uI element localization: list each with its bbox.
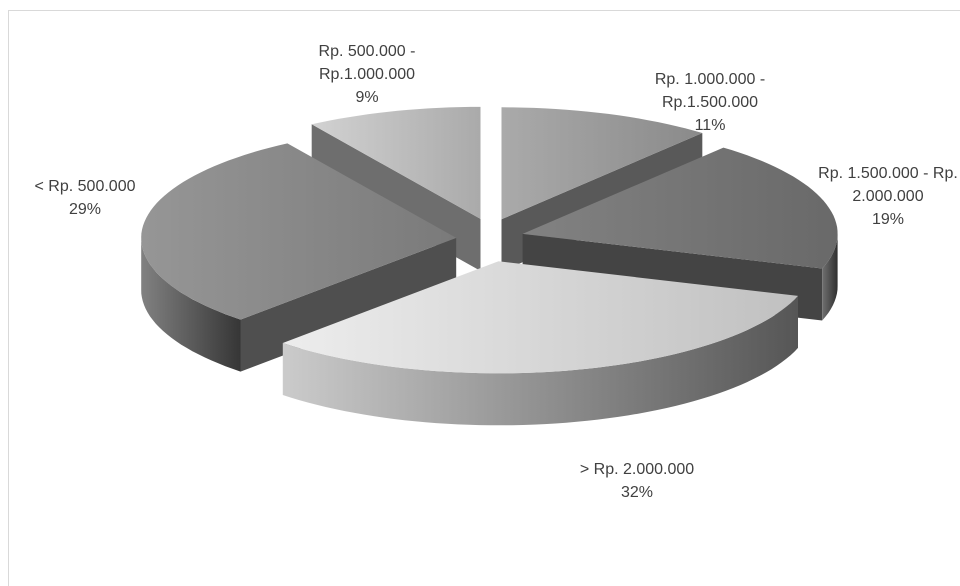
category-label: Rp. 500.000 - Rp.1.000.000 (318, 43, 416, 83)
data-label: Rp. 1.000.000 - Rp.1.500.000 11% (640, 68, 780, 137)
pie-slice (282, 261, 798, 374)
pie-slice (522, 147, 838, 269)
chart-frame (8, 10, 960, 586)
data-label: > Rp. 2.000.000 32% (537, 458, 737, 504)
category-label: > Rp. 2.000.000 (579, 461, 695, 478)
percent-label: 19% (871, 211, 905, 228)
slice-side (240, 237, 457, 372)
category-label: < Rp. 500.000 (34, 178, 136, 195)
data-label: < Rp. 500.000 29% (10, 175, 160, 221)
data-label: Rp. 1.500.000 - Rp. 2.000.000 19% (818, 162, 958, 231)
data-label: Rp. 500.000 - Rp.1.000.000 9% (300, 40, 435, 109)
slice-wall (822, 233, 838, 321)
percent-label: 11% (694, 117, 726, 134)
slice-wall (282, 295, 798, 426)
pie-slice (311, 106, 481, 219)
percent-label: 29% (68, 201, 102, 218)
percent-label: 9% (355, 89, 379, 106)
category-label: Rp. 1.000.000 - Rp.1.500.000 (654, 71, 766, 111)
slice-wall (141, 237, 241, 372)
pie-slice (501, 107, 703, 220)
category-label: Rp. 1.500.000 - Rp. 2.000.000 (818, 165, 958, 205)
pie-slice (141, 143, 457, 320)
percent-label: 32% (620, 484, 654, 501)
